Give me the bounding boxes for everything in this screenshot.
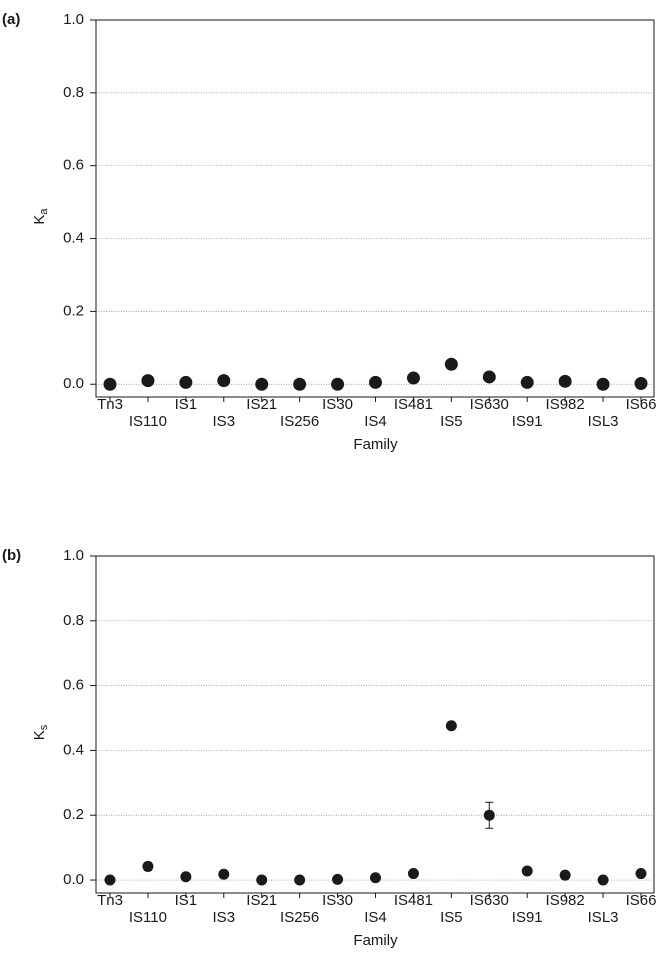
x-tick-label: IS982: [546, 396, 585, 413]
point: [482, 370, 496, 384]
x-tick-label: Tn3: [97, 892, 123, 909]
x-tick-label: IS481: [394, 892, 433, 909]
x-tick-label: IS110: [129, 413, 167, 430]
y-tick-label: 0.8: [63, 612, 84, 629]
point: [293, 377, 307, 391]
x-tick-label: IS4: [364, 909, 387, 926]
y-tick-label: 0.6: [63, 157, 84, 174]
point: [559, 869, 571, 881]
plot-frame: [95, 555, 655, 894]
x-tick-label: IS66: [626, 892, 656, 909]
point: [294, 874, 306, 886]
x-tick-label: IS91: [512, 909, 543, 926]
x-tick-label: IS3: [213, 413, 236, 430]
x-tick-label: IS66: [626, 396, 656, 413]
panel-label: (a): [2, 11, 20, 28]
x-tick-label: IS91: [512, 413, 543, 430]
x-axis-label: Family: [353, 436, 398, 453]
point: [180, 871, 192, 883]
x-tick-label: IS21: [246, 396, 277, 413]
y-tick-label: 0.4: [63, 741, 84, 758]
x-tick-label: ISL3: [588, 413, 619, 430]
point: [217, 374, 231, 388]
y-tick-label: 0.0: [63, 375, 84, 392]
point: [331, 377, 345, 391]
point: [332, 873, 344, 885]
y-tick-label: 0.2: [63, 302, 84, 319]
point: [370, 872, 381, 884]
x-tick-label: IS982: [546, 892, 585, 909]
y-label-main: K: [31, 215, 48, 225]
point: [634, 377, 648, 391]
point: [558, 374, 572, 388]
point: [635, 868, 647, 880]
point: [142, 860, 154, 872]
point: [520, 375, 534, 389]
point: [597, 874, 609, 886]
x-tick-label: IS30: [322, 396, 353, 413]
y-label-sub: a: [38, 208, 50, 215]
y-axis-label: Ka: [31, 208, 50, 225]
y-tick-label: 0.2: [63, 806, 84, 823]
x-tick-label: IS1: [175, 892, 198, 909]
point: [406, 371, 420, 385]
x-tick-label: IS256: [280, 909, 319, 926]
x-tick-label: IS110: [129, 909, 167, 926]
point: [407, 868, 419, 880]
point: [596, 377, 610, 391]
y-tick-label: 1.0: [63, 547, 84, 564]
x-tick-label: IS5: [440, 909, 463, 926]
point: [141, 374, 155, 388]
point: [445, 720, 457, 732]
y-label-sub: s: [38, 724, 50, 730]
point: [521, 865, 533, 877]
x-tick-label: IS256: [280, 413, 319, 430]
x-tick-label: IS3: [213, 909, 236, 926]
plot-frame: [95, 19, 655, 398]
point: [369, 375, 382, 389]
y-tick-label: 0.8: [63, 84, 84, 101]
point: [104, 874, 116, 886]
y-axis-label: Ks: [31, 724, 50, 740]
point: [179, 375, 193, 389]
point: [103, 377, 117, 391]
y-tick-label: 0.4: [63, 230, 84, 247]
x-tick-label: ISL3: [588, 909, 619, 926]
y-tick-label: 0.0: [63, 871, 84, 888]
point: [483, 809, 495, 821]
x-tick-label: IS4: [364, 413, 387, 430]
x-tick-label: IS5: [440, 413, 463, 430]
y-tick-label: 0.6: [63, 677, 84, 694]
x-tick-label: IS630: [470, 892, 509, 909]
x-tick-label: IS630: [470, 396, 509, 413]
x-tick-label: IS21: [246, 892, 277, 909]
y-label-main: K: [31, 730, 48, 740]
x-tick-label: IS481: [394, 396, 433, 413]
panel-label: (b): [2, 547, 21, 564]
x-tick-label: IS1: [175, 396, 198, 413]
x-axis-label: Family: [353, 932, 398, 949]
x-tick-label: IS30: [322, 892, 353, 909]
x-tick-label: Tn3: [97, 396, 123, 413]
point: [255, 377, 269, 391]
point: [256, 874, 268, 886]
y-tick-label: 1.0: [63, 11, 84, 28]
point: [444, 357, 458, 371]
point: [218, 868, 230, 880]
